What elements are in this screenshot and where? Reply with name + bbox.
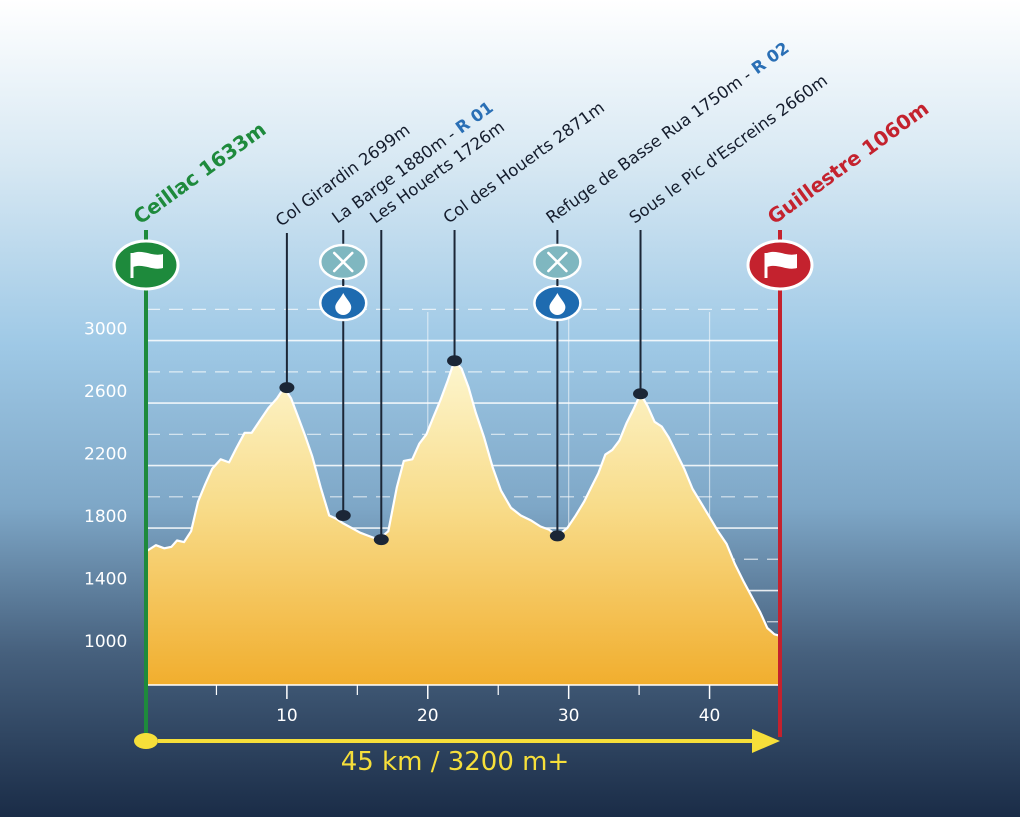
start-dot (134, 733, 158, 749)
distance-arrow-head (752, 729, 780, 753)
summary-text: 45 km / 3200 m+ (341, 747, 570, 777)
icon-connector (556, 279, 559, 286)
x-tick-label: 30 (558, 706, 580, 726)
waypoint-marker (447, 355, 463, 367)
x-tick-label: 40 (699, 706, 721, 726)
waypoint-marker (549, 530, 565, 542)
waypoint-marker (373, 534, 389, 546)
x-tick-label: 20 (417, 706, 439, 726)
route-summary: 45 km / 3200 m+ (134, 729, 780, 777)
waypoint-marker (279, 382, 295, 394)
y-tick-label: 2600 (84, 382, 127, 402)
y-tick-label: 2200 (84, 445, 127, 465)
knife-stroke (332, 251, 354, 273)
drop-shape (335, 293, 352, 315)
y-tick-label: 3000 (84, 320, 127, 340)
drop-shape (549, 293, 566, 315)
y-axis: 1000 1400 1800 2200 2600 3000 (84, 320, 127, 652)
flag-cloth (767, 251, 797, 269)
waypoint-marker (633, 388, 649, 400)
x-tick-label: 10 (276, 706, 298, 726)
icon-connector (342, 279, 345, 286)
knife-stroke (547, 251, 568, 273)
y-tick-label: 1800 (84, 507, 127, 527)
flag-cloth (133, 251, 163, 269)
x-axis: 10 20 30 40 (146, 684, 780, 726)
y-tick-label: 1000 (84, 632, 127, 652)
elevation-area (146, 360, 780, 685)
y-tick-label: 1400 (84, 570, 127, 590)
waypoint-marker (335, 510, 351, 522)
